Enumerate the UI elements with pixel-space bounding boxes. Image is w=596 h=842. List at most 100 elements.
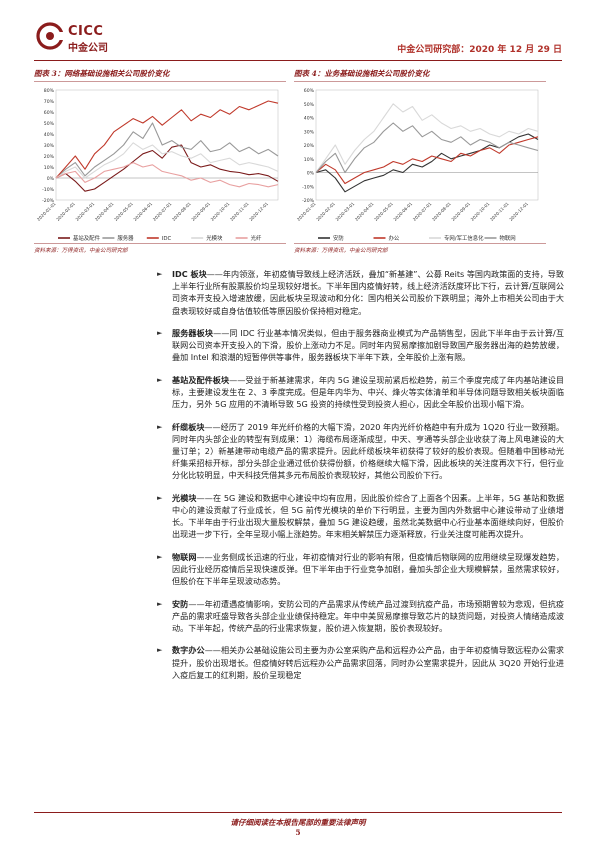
y-tick-label: 70% [44,99,55,105]
paragraph-heading: 光模块 [172,492,197,503]
paragraph-heading: IDC 板块 [172,269,207,279]
y-tick-label: 20% [304,143,315,149]
x-tick-label: 2020-04-01 [354,201,375,222]
y-tick-label: 40% [304,116,315,122]
legend-label: 办公 [389,234,400,242]
bullet-icon: ► [157,329,163,337]
x-tick-label: 2020-05-01 [373,201,394,222]
figure-3-source: 资料来源：万得资讯，中金公司研究部 [34,248,128,254]
paragraph-base-station: ► 基站及配件板块——受益于新基建需求，年内 5G 建设呈现前紧后松趋势，前三个季… [157,374,564,411]
paragraph-optical-module: ► 光模块——在 5G 建设和数据中心建设中均有应用，因此股价综合了上面各个因素。… [157,492,564,541]
x-tick-label: 2020-11-01 [489,201,510,222]
paragraph-body: ——相关办公基础设施公司主要为办公室采购产品和远程办公产品，由于年初疫情导致远程… [172,645,564,680]
logo-en-text: CICC [68,24,104,39]
cicc-logo-icon [36,22,64,50]
paragraph-body: ——同 IDC 行业基本情况类似，但由于服务器商业模式为产品销售型，因此下半年由… [172,328,564,363]
bullet-icon: ► [157,493,163,502]
legend-label: 光模块 [206,234,223,242]
figure-4-title: 图表 4：业务基础设施相关公司股价变化 [294,69,430,78]
x-tick-label: 2020-06-01 [392,201,413,222]
series-line [315,136,539,185]
y-tick-label: 0% [47,176,55,182]
paragraph-body: ——经历了 2019 年光纤价格的大幅下滑，2020 年内光纤价格趋中有升成为 … [172,421,564,481]
figure-4-title-rule [294,81,546,82]
series-line [55,122,279,179]
legend-label: 物联网 [500,234,516,242]
figure-4-source: 资料来源：万得资讯，中金公司研究部 [294,248,388,254]
paragraph-idc: ► IDC 板块——年内领涨，年初疫情导致线上经济活跃，叠加“新基建”、公募 Re… [157,268,564,317]
figure-3: 图表 3：网络基础设施相关公司股价变化 80% 70% 60% 50% 40% 30% 20… [34,68,286,258]
x-tick-label: 2020-12-01 [248,201,269,222]
paragraph-body: ——业务侧成长迅速的行业，年初疫情对行业的影响有限，但疫情后物联网的应用继续呈现… [172,551,564,587]
series-line [55,144,279,192]
y-tick-label: 50% [304,102,315,108]
legend-label: 专网/军工信息化 [444,234,484,242]
x-tick-label: 2020-11-01 [229,201,250,222]
x-tick-label: 2020-03-01 [335,201,356,222]
x-tick-label: 2020-01-01 [36,201,57,222]
series-line [55,142,279,179]
x-tick-label: 2020-10-01 [210,201,231,222]
y-tick-label: 0% [307,171,315,177]
x-tick-label: 2020-09-01 [450,201,471,222]
x-tick-label: 2020-02-01 [315,201,336,222]
x-tick-label: 2020-03-01 [75,201,96,222]
page-header: CICC 中金公司 中金公司研究部：2020 年 12 月 29 日 [34,18,562,58]
x-tick-label: 2020-08-01 [431,201,452,222]
legend-label: 基站及配件 [73,234,101,242]
legend-label: 光纤 [251,234,262,242]
paragraph-iot: ► 物联网——业务侧成长迅速的行业，年初疫情对行业的影响有限，但疫情后物联网的应用… [157,551,564,588]
x-tick-label: 2020-10-01 [470,201,491,222]
figure-3-source-rule [34,243,286,244]
header-divider [34,60,562,61]
legal-disclaimer: 请仔细阅读在本报告尾部的重要法律声明 [230,818,366,827]
legend-label: IDC [162,236,172,242]
bullet-icon: ► [157,270,163,278]
paragraph-heading: 服务器板块 [172,328,214,338]
series-line [55,100,279,179]
y-tick-label: 60% [304,88,315,94]
bullet-icon: ► [157,375,163,384]
y-tick-label: 10% [44,165,55,171]
x-tick-label: 2020-07-01 [152,201,173,222]
bullet-icon: ► [157,599,163,608]
x-tick-label: 2020-09-01 [190,201,211,222]
x-tick-label: 2020-12-01 [508,201,529,222]
y-tick-label: 60% [44,110,55,116]
y-tick-label: -20% [302,198,315,204]
y-tick-label: 50% [44,121,55,127]
bullet-icon: ► [157,552,163,561]
series-line [315,133,539,193]
paragraph-security: ► 安防——年初遭遇疫情影响，安防公司的产品需求从传统产品过渡到抗疫产品，市场预期… [157,598,564,635]
paragraph-body: ——年内领涨，年初疫情导致线上经济活跃，叠加“新基建”、公募 Reits 等国内… [172,269,564,316]
paragraph-fiber-cable: ► 纤缆板块——经历了 2019 年光纤价格的大幅下滑，2020 年内光纤价格趋中… [157,421,564,482]
y-tick-label: 40% [44,132,55,138]
body-text: ► IDC 板块——年内领涨，年初疫情导致线上经济活跃，叠加“新基建”、公募 Re… [157,268,564,691]
paragraph-server: ► 服务器板块——同 IDC 行业基本情况类似，但由于服务器商业模式为产品销售型，… [157,327,564,364]
paragraph-heading: 物联网 [172,551,197,562]
paragraph-body: ——在 5G 建设和数据中心建设中均有应用，因此股价综合了上面各个因素。上半年，… [172,492,564,540]
paragraph-heading: 纤缆板块 [172,421,205,432]
paragraph-heading: 安防 [172,598,189,609]
figure-3-chart: 80%70%60%50%40%30%20%10%0%-10%-20%2020-0… [36,88,279,242]
x-tick-label: 2020-08-01 [171,201,192,222]
footer-divider [34,812,562,813]
figure-4-chart: 60%50%40%30%20%10%0%-10%-20%2020-01-0120… [296,88,539,242]
figure-3-title: 图表 3：网络基础设施相关公司股价变化 [34,69,170,78]
y-tick-label: 80% [44,88,55,94]
paragraph-body: ——受益于新基建需求，年内 5G 建设呈现前紧后松趋势，前三个季度完成了年内基站… [172,374,564,410]
x-tick-label: 2020-06-01 [132,201,153,222]
x-tick-label: 2020-02-01 [55,201,76,222]
y-tick-label: 30% [304,129,315,135]
figure-4-source-rule [294,243,546,244]
y-tick-label: 10% [304,157,315,163]
x-tick-label: 2020-01-01 [296,201,317,222]
bullet-icon: ► [157,646,163,655]
legend-label: 安防 [333,234,344,242]
logo-cn-text: 中金公司 [68,43,108,54]
paragraph-body: ——年初遭遇疫情影响，安防公司的产品需求从传统产品过渡到抗疫产品，市场预期曾较为… [172,598,564,633]
page-number: 5 [295,828,301,837]
figure-4: 图表 4：业务基础设施相关公司股价变化 60% 50% 40% 30% 20% 10% 0%… [294,68,546,258]
series-line [315,103,539,173]
report-date: 中金公司研究部：2020 年 12 月 29 日 [397,45,562,55]
